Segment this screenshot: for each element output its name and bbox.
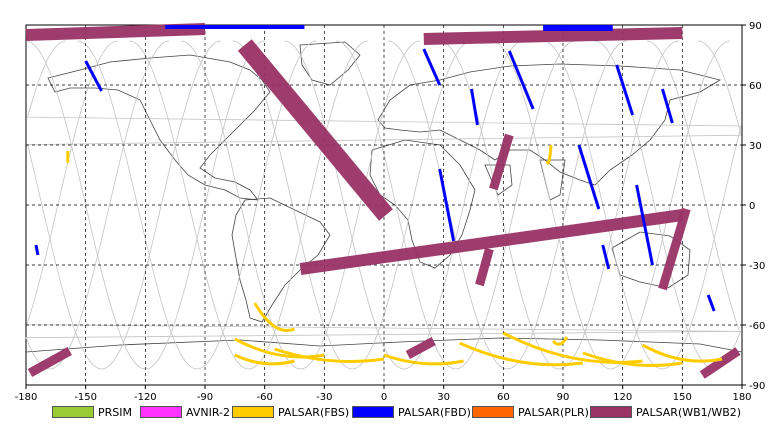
legend-swatch xyxy=(472,406,514,418)
fbs-arc xyxy=(582,351,683,367)
wb-swath xyxy=(25,23,206,41)
coastlines xyxy=(25,41,743,353)
legend-item-avnir2: AVNIR-2 xyxy=(140,402,230,422)
fbs-arc xyxy=(545,144,553,165)
legend-label: PALSAR(WB1/WB2) xyxy=(636,405,742,419)
x-tick-labels: -180 -150 -120 -90 -60 -30 0 30 60 90 120 150 180 xyxy=(15,385,752,400)
x-tick-label: 90 xyxy=(557,392,570,400)
wb-swath xyxy=(489,133,514,191)
fbd-strip xyxy=(577,144,601,210)
fbd-strip xyxy=(601,244,611,270)
legend-label: PRSIM xyxy=(98,405,132,419)
world-coverage-map: -180 -150 -120 -90 -60 -30 0 30 60 90 120 150 180 90… xyxy=(15,21,766,400)
fbs-arc xyxy=(253,302,296,332)
y-tick-label: 0 xyxy=(749,201,755,212)
x-tick-label: -180 xyxy=(15,392,38,400)
y-tick-label: 30 xyxy=(749,141,762,152)
fbd-strip xyxy=(84,60,103,92)
fbs-arc xyxy=(458,341,584,367)
wb-swath xyxy=(299,209,684,275)
legend-label: PALSAR(PLR) xyxy=(518,405,589,419)
y-tick-label: -60 xyxy=(749,321,765,332)
fbd-strip xyxy=(661,88,674,124)
y-tick-label: -30 xyxy=(749,261,765,272)
orbit-track xyxy=(77,40,317,370)
wb-swath xyxy=(699,347,741,379)
fbd-strip xyxy=(422,48,442,86)
wb-swath xyxy=(237,39,393,221)
legend-item-palsar-fbd: PALSAR(FBD) xyxy=(352,402,471,422)
legend-swatch xyxy=(590,406,632,418)
legend-swatch xyxy=(140,406,182,418)
legend-item-prsim: PRSIM xyxy=(52,402,132,422)
fbd-strip xyxy=(706,294,716,312)
y-tick-label: 60 xyxy=(749,81,762,92)
x-tick-label: 0 xyxy=(381,392,387,400)
wb-swath xyxy=(27,347,72,377)
fbs-arc xyxy=(234,353,295,366)
legend-item-palsar-wb: PALSAR(WB1/WB2) xyxy=(590,402,741,422)
wb-swath xyxy=(405,337,436,359)
legend-label: PALSAR(FBS) xyxy=(278,405,350,419)
legend-swatch xyxy=(232,406,274,418)
legend-swatch xyxy=(52,406,94,418)
fbs-arc xyxy=(274,347,385,363)
x-tick-label: 120 xyxy=(613,392,632,400)
wb-swath xyxy=(658,207,691,291)
wb-swath xyxy=(475,247,494,287)
x-tick-label: 30 xyxy=(437,392,450,400)
legend-label: AVNIR-2 xyxy=(186,405,230,419)
x-tick-label: -30 xyxy=(316,392,332,400)
fbd-strip xyxy=(438,168,456,242)
legend-swatch xyxy=(352,406,394,418)
orbit-track xyxy=(181,40,420,370)
orbit-track xyxy=(129,40,369,370)
x-tick-label: -150 xyxy=(74,392,97,400)
palsar-fbd-strips xyxy=(34,48,716,312)
fbs-arc xyxy=(502,331,643,364)
legend: PRSIM AVNIR-2 PALSAR(FBS) PALSAR(FBD) PA… xyxy=(0,402,770,426)
x-tick-label: -60 xyxy=(256,392,272,400)
palsar-fbs-arcs xyxy=(66,144,723,367)
orbit-track xyxy=(25,40,741,370)
x-tick-label: 150 xyxy=(673,392,692,400)
fbd-strip xyxy=(34,244,40,256)
fbd-strip xyxy=(470,88,479,126)
legend-item-palsar-plr: PALSAR(PLR) xyxy=(472,402,589,422)
x-tick-label: 60 xyxy=(497,392,510,400)
orbit-track xyxy=(387,40,627,370)
orbit-track xyxy=(27,40,742,370)
y-tick-labels: 90 60 30 0 -30 -60 -90 xyxy=(742,21,765,392)
legend-label: PALSAR(FBD) xyxy=(398,405,471,419)
fbs-arc xyxy=(234,337,325,359)
palsar-wb-swaths xyxy=(25,23,741,379)
y-tick-label: -90 xyxy=(749,381,765,392)
legend-item-palsar-fbs: PALSAR(FBS) xyxy=(232,402,349,422)
fbd-strip xyxy=(615,64,635,116)
fbs-arc xyxy=(383,353,464,366)
x-tick-label: -90 xyxy=(197,392,213,400)
y-tick-label: 90 xyxy=(749,21,762,32)
wb-swath xyxy=(423,27,683,45)
fbs-arc xyxy=(551,336,569,346)
fbd-strip xyxy=(635,184,654,266)
orbit-track xyxy=(232,40,472,370)
x-tick-label: 180 xyxy=(732,392,751,400)
x-tick-label: -120 xyxy=(134,392,157,400)
fbd-strip xyxy=(507,50,535,110)
fbs-arc xyxy=(641,343,723,363)
fbd-polar-band xyxy=(165,25,305,29)
fbd-polar-band xyxy=(543,25,613,31)
